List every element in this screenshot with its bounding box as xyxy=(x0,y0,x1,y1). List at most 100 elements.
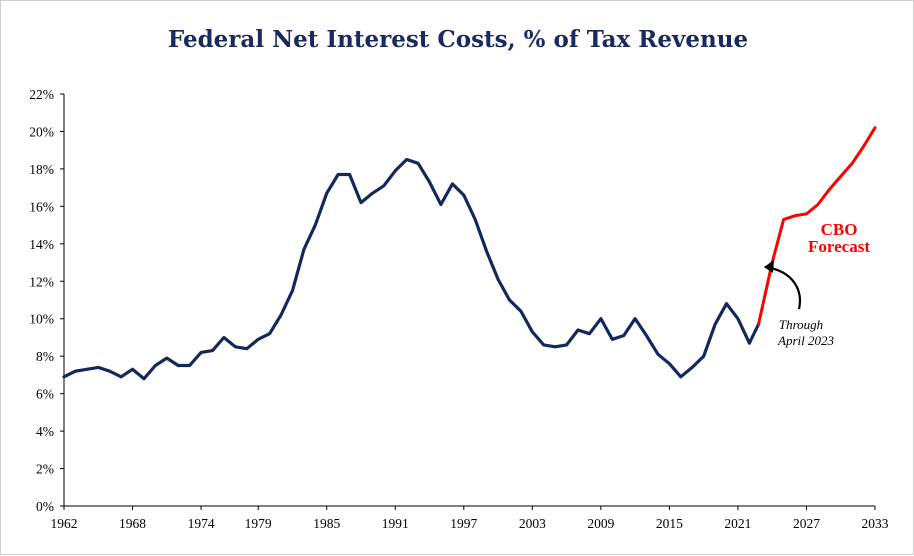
x-tick-label: 1979 xyxy=(245,516,272,531)
data-point xyxy=(143,377,145,380)
x-tick-label: 2021 xyxy=(724,516,751,531)
data-point xyxy=(440,203,442,206)
data-point xyxy=(794,214,796,217)
data-point xyxy=(188,364,191,367)
data-point xyxy=(757,323,760,326)
x-tick-label: 1974 xyxy=(188,516,215,531)
x-tick-label: 1962 xyxy=(51,516,78,531)
data-point xyxy=(542,344,545,346)
y-tick-label: 22% xyxy=(29,87,54,102)
data-point xyxy=(645,334,648,337)
data-point xyxy=(200,351,202,354)
data-point xyxy=(600,317,602,320)
data-point xyxy=(348,173,351,176)
data-point xyxy=(303,248,305,251)
data-point xyxy=(405,158,408,161)
data-point xyxy=(782,218,785,221)
data-point xyxy=(63,376,65,378)
data-point xyxy=(86,368,88,371)
data-point xyxy=(314,224,317,226)
data-point xyxy=(234,346,237,348)
data-point xyxy=(360,201,362,204)
data-point xyxy=(474,218,477,221)
data-point xyxy=(417,162,419,165)
x-tick-label: 2027 xyxy=(793,516,820,531)
data-point xyxy=(211,349,214,352)
data-point xyxy=(291,289,294,292)
forecast-label-line-1: CBO xyxy=(821,220,858,239)
data-point xyxy=(108,370,111,373)
y-tick-label: 16% xyxy=(29,199,54,214)
data-point xyxy=(485,250,488,253)
data-point xyxy=(702,355,705,358)
data-point xyxy=(268,332,271,335)
x-tick-label: 2015 xyxy=(656,516,683,531)
data-point xyxy=(520,310,522,313)
data-point xyxy=(554,346,556,348)
data-point xyxy=(463,194,465,196)
data-point xyxy=(588,332,591,335)
x-tick-label: 1985 xyxy=(313,516,340,531)
chart-title: Federal Net Interest Costs, % of Tax Rev… xyxy=(168,26,748,53)
y-tick-label: 20% xyxy=(29,124,54,139)
data-point xyxy=(97,366,100,369)
data-point xyxy=(166,357,168,359)
y-tick-label: 0% xyxy=(36,499,54,514)
series-line-0 xyxy=(62,157,751,381)
y-tick-label: 4% xyxy=(36,424,54,439)
y-tick-label: 18% xyxy=(29,162,54,177)
data-point xyxy=(280,314,282,316)
data-point xyxy=(634,317,636,320)
data-point xyxy=(862,145,865,148)
y-tick-label: 14% xyxy=(29,237,54,252)
data-point xyxy=(565,344,568,346)
data-point xyxy=(154,364,157,367)
data-point xyxy=(246,347,248,350)
data-point xyxy=(805,213,808,215)
data-point xyxy=(737,317,739,320)
note-line-1: Through xyxy=(779,317,823,332)
data-point xyxy=(817,203,819,206)
data-point xyxy=(451,183,454,185)
annotation-arrowhead xyxy=(764,260,774,273)
data-point xyxy=(120,376,122,378)
series-layer xyxy=(62,126,877,381)
note-line-2: April 2023 xyxy=(777,333,834,348)
data-point xyxy=(851,162,853,165)
data-point xyxy=(577,329,579,331)
x-axis-ticks: 1962 1968 1974 1979 1985 1991 1997 2003 2009 2015… xyxy=(51,506,889,531)
data-point xyxy=(680,376,682,378)
y-tick-label: 8% xyxy=(36,349,54,364)
x-tick-label: 2033 xyxy=(862,516,889,531)
y-tick-label: 12% xyxy=(29,274,54,289)
data-point xyxy=(622,334,625,337)
data-point xyxy=(668,362,671,365)
forecast-label-line-2: Forecast xyxy=(808,237,870,256)
data-point xyxy=(874,126,876,129)
x-tick-label: 1997 xyxy=(450,516,477,531)
data-point xyxy=(337,173,339,176)
data-point xyxy=(828,188,831,191)
data-point xyxy=(531,331,534,333)
series-line-1 xyxy=(747,322,761,345)
data-point xyxy=(74,370,77,373)
data-point xyxy=(428,181,431,183)
y-tick-label: 10% xyxy=(29,312,54,327)
data-point xyxy=(714,323,716,326)
y-tick-label: 6% xyxy=(36,387,54,402)
annotation-layer: CBO Forecast Through April 2023 xyxy=(764,220,870,348)
data-point xyxy=(371,192,374,195)
x-tick-label: 1968 xyxy=(119,516,146,531)
x-tick-label: 1991 xyxy=(382,516,409,531)
data-point xyxy=(383,185,385,187)
data-point xyxy=(725,302,728,305)
data-point xyxy=(394,170,397,172)
x-tick-label: 2003 xyxy=(519,516,546,531)
data-point xyxy=(508,299,511,301)
x-tick-label: 2009 xyxy=(587,516,614,531)
data-point xyxy=(748,342,751,344)
data-point xyxy=(657,353,659,356)
data-point xyxy=(839,175,842,178)
